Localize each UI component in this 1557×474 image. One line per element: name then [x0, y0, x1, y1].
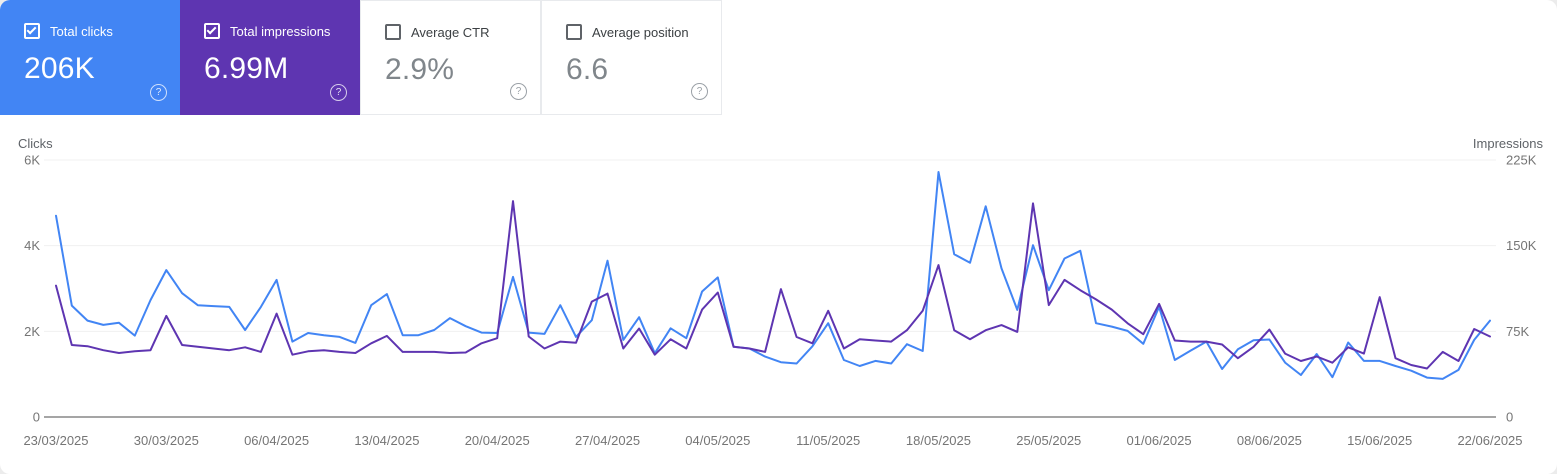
total-impressions-value: 6.99M: [204, 52, 289, 85]
total-impressions-label: Total impressions: [230, 23, 331, 39]
help-icon[interactable]: ?: [150, 84, 167, 101]
average-position-checkbox[interactable]: [566, 24, 582, 40]
total-clicks-label: Total clicks: [50, 23, 113, 39]
average-ctr-value: 2.9%: [385, 53, 455, 86]
total-impressions-checkbox[interactable]: [204, 23, 220, 39]
right-axis-title: Impressions: [1472, 136, 1543, 151]
x-axis-label: 15/06/2025: [1347, 433, 1412, 448]
help-icon[interactable]: ?: [330, 84, 347, 101]
card-average-ctr[interactable]: Average CTR 2.9% ?: [360, 0, 541, 115]
left-axis-tick: 6K: [24, 153, 40, 168]
x-axis-label: 25/05/2025: [1016, 433, 1081, 448]
total-clicks-checkbox[interactable]: [24, 23, 40, 39]
help-icon[interactable]: ?: [691, 83, 708, 100]
x-axis-label: 23/03/2025: [23, 433, 88, 448]
x-axis-label: 30/03/2025: [134, 433, 199, 448]
x-axis-label: 18/05/2025: [906, 433, 971, 448]
left-axis-title: Clicks: [18, 136, 53, 151]
clicks-line: [55, 171, 1491, 380]
impressions-line: [55, 200, 1491, 370]
average-position-label: Average position: [592, 24, 689, 40]
card-average-position[interactable]: Average position 6.6 ?: [541, 0, 722, 115]
card-total-impressions[interactable]: Total impressions 6.99M ?: [180, 0, 360, 115]
help-icon[interactable]: ?: [510, 83, 527, 100]
x-axis-label: 11/05/2025: [796, 433, 860, 448]
right-axis-tick: 75K: [1506, 324, 1529, 339]
x-axis-label: 06/04/2025: [244, 433, 309, 448]
x-axis-label: 27/04/2025: [575, 433, 640, 448]
x-axis-label: 22/06/2025: [1457, 433, 1522, 448]
average-ctr-label: Average CTR: [411, 24, 490, 40]
x-axis-label: 04/05/2025: [685, 433, 750, 448]
metric-cards: Total clicks 206K ? Total impressions 6.…: [0, 0, 722, 115]
left-axis-tick: 0: [33, 410, 40, 425]
card-total-clicks[interactable]: Total clicks 206K ?: [0, 0, 180, 115]
right-axis-tick: 0: [1506, 410, 1513, 425]
left-axis-tick: 2K: [24, 324, 40, 339]
average-ctr-checkbox[interactable]: [385, 24, 401, 40]
x-axis-label: 13/04/2025: [354, 433, 419, 448]
right-axis-tick: 225K: [1506, 153, 1537, 168]
average-position-value: 6.6: [566, 53, 609, 86]
total-clicks-value: 206K: [24, 52, 95, 85]
x-axis-label: 01/06/2025: [1127, 433, 1192, 448]
left-axis-tick: 4K: [24, 238, 40, 253]
x-axis-label: 08/06/2025: [1237, 433, 1302, 448]
x-axis-label: 20/04/2025: [465, 433, 530, 448]
right-axis-tick: 150K: [1506, 238, 1537, 253]
